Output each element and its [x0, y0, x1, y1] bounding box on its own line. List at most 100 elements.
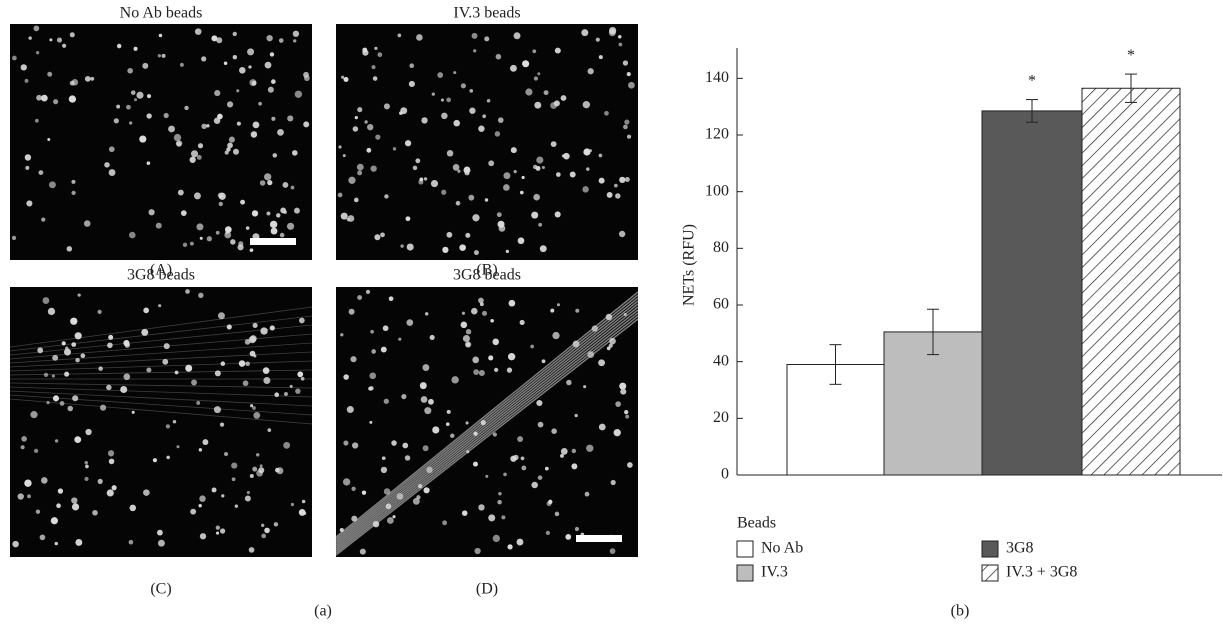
cell: [252, 121, 260, 129]
cell: [374, 46, 378, 50]
cell: [226, 101, 234, 108]
cell: [236, 121, 241, 126]
cell: [57, 488, 64, 494]
cell: [623, 124, 628, 130]
cell: [421, 117, 428, 124]
cell: [249, 473, 254, 478]
cell: [211, 35, 218, 42]
scale-bar: [250, 238, 296, 245]
cell: [472, 356, 480, 364]
fiber: [335, 312, 639, 552]
cell: [550, 141, 557, 148]
cell: [264, 173, 272, 181]
cell: [380, 466, 388, 474]
cell: [465, 232, 471, 238]
cell: [472, 214, 480, 222]
cell: [618, 42, 623, 47]
cell: [519, 319, 525, 326]
cell: [560, 447, 568, 455]
cell: [206, 236, 212, 242]
cell: [351, 486, 356, 491]
scale-bar: [576, 535, 622, 542]
cell: [615, 401, 621, 407]
cell: [351, 442, 359, 449]
cell: [506, 367, 513, 373]
cell: [442, 520, 448, 526]
cell: [469, 107, 476, 114]
image-label: (D): [476, 581, 498, 598]
cell: [245, 226, 250, 230]
cell: [98, 366, 103, 371]
cell: [244, 495, 251, 502]
cell: [446, 97, 452, 103]
cell: [108, 146, 115, 153]
image-title: 3G8 beads: [453, 267, 521, 284]
cell: [432, 426, 440, 434]
cell: [508, 299, 516, 307]
cell: [582, 101, 591, 109]
cell: [223, 451, 229, 457]
cell: [480, 420, 486, 426]
cell: [289, 384, 293, 388]
cell: [460, 83, 466, 89]
cell: [72, 395, 79, 402]
cell: [609, 337, 616, 345]
cell: [608, 29, 616, 37]
cell: [245, 361, 250, 367]
cell: [342, 478, 351, 486]
fiber: [335, 291, 639, 538]
cell: [538, 222, 543, 227]
cell: [35, 50, 40, 55]
cell: [126, 104, 131, 110]
fiber: [335, 294, 639, 540]
cell: [292, 30, 300, 37]
cell: [401, 394, 407, 400]
cell: [198, 448, 203, 452]
cell: [113, 118, 119, 124]
cell: [618, 230, 626, 238]
cell: [507, 353, 516, 361]
cell: [503, 172, 511, 180]
cell: [494, 367, 499, 373]
cell: [267, 428, 272, 432]
cell: [623, 312, 627, 317]
cell: [161, 53, 166, 58]
cell: [189, 156, 196, 163]
cell: [453, 71, 457, 75]
cell: [380, 346, 387, 353]
y-tick-label: 40: [713, 352, 729, 369]
cell: [473, 369, 480, 375]
y-tick-label: 120: [705, 126, 729, 143]
cell: [190, 150, 199, 158]
cell: [560, 95, 567, 101]
cell: [206, 124, 210, 128]
cell: [69, 32, 75, 38]
cell: [25, 165, 30, 170]
cell: [92, 509, 98, 516]
cell: [431, 92, 435, 96]
cell: [47, 138, 51, 142]
cell: [129, 504, 137, 512]
cell: [367, 123, 374, 131]
cell: [279, 232, 285, 238]
cell: [56, 37, 63, 43]
cell: [191, 379, 197, 386]
cell: [196, 401, 201, 405]
cell: [303, 121, 310, 128]
cell: [280, 207, 287, 214]
cell: [339, 527, 344, 533]
cell: [197, 143, 204, 149]
image-label: (C): [150, 581, 171, 598]
cell: [357, 170, 363, 176]
cell: [297, 371, 304, 378]
cell: [351, 515, 358, 522]
cell: [293, 39, 297, 43]
cell: [108, 458, 115, 465]
cell: [423, 487, 430, 494]
cell: [581, 29, 589, 37]
image-title: IV.3 beads: [453, 5, 520, 22]
cell: [473, 49, 477, 53]
cell: [224, 231, 232, 239]
fiber: [335, 297, 639, 542]
cell: [532, 164, 538, 170]
